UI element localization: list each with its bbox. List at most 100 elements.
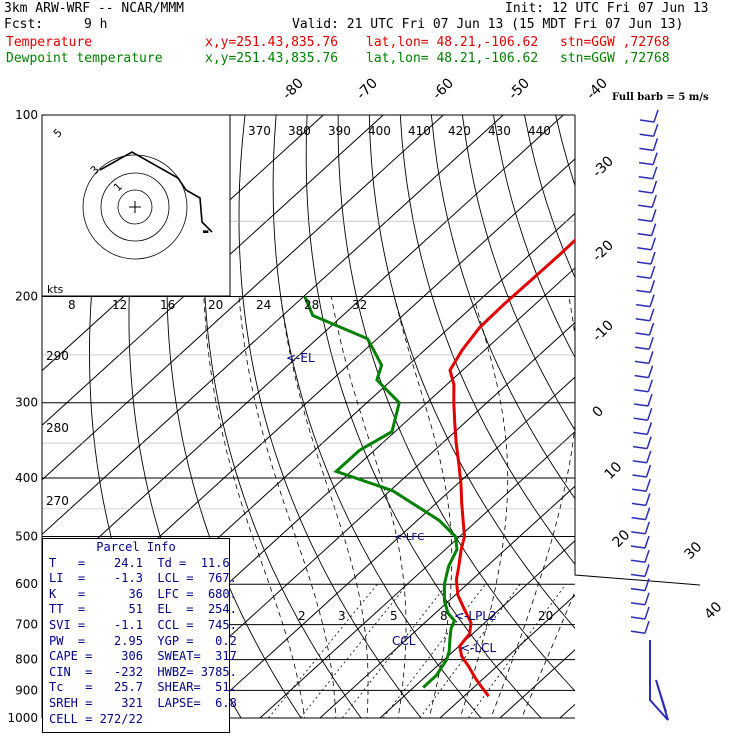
wind-barb-shaft <box>633 431 648 436</box>
theta-e-label: 430 <box>488 124 511 138</box>
moist-adiabat-line <box>490 296 575 718</box>
dry-adiabat-line <box>555 115 575 187</box>
wind-barb-shaft <box>634 374 649 379</box>
theta-side-label: 270 <box>46 494 69 508</box>
wind-barb-flag <box>644 535 650 549</box>
right-axis <box>574 115 701 586</box>
isotherm-label: -10 <box>590 317 617 344</box>
forecast-label: Fcst: <box>4 17 44 32</box>
wind-barb-shaft <box>631 502 647 507</box>
hodo-speed-label: 32 <box>352 298 367 312</box>
temperature-station: stn=GGW ,72768 <box>560 35 670 50</box>
el-marker: <-EL <box>286 351 315 365</box>
hodograph-ring <box>100 172 170 242</box>
wind-barb-shaft <box>633 417 648 421</box>
parcel-row: TT = 51 EL = 254. <box>49 602 237 617</box>
temperature-xy: x,y=251.43,835.76 <box>205 35 339 50</box>
wind-barb-flag <box>646 450 652 464</box>
dry-adiabat-line <box>305 115 542 718</box>
wind-barb-shaft <box>630 573 646 578</box>
theta-e-label: 390 <box>328 124 351 138</box>
dry-adiabat-line <box>680 115 740 731</box>
hodograph-trace <box>99 151 213 233</box>
theta-e-label: 370 <box>248 124 271 138</box>
wind-barb-flag <box>644 507 651 520</box>
wind-barb-shaft <box>638 161 654 166</box>
theta-e-label: 380 <box>288 124 311 138</box>
isotherm-line <box>42 115 504 536</box>
isotherm-line <box>199 376 575 718</box>
hodo-speed-label: 8 <box>68 298 76 312</box>
pressure-tick-label: 300 <box>15 396 38 410</box>
wind-barb-flag <box>645 493 651 506</box>
pressure-tick-label: 600 <box>15 577 38 591</box>
wind-barb-flag <box>644 549 650 563</box>
isotherm-label: 30 <box>682 539 706 563</box>
wind-barb-flag <box>649 294 655 307</box>
wind-barb-shaft <box>632 460 647 464</box>
valid-time: Valid: 21 UTC Fri 07 Jun 13 (15 MDT Fri … <box>292 17 684 32</box>
moist-adiabat-line <box>521 590 575 718</box>
isotherm-label: 40 <box>702 599 726 623</box>
isotherm-label: -50 <box>506 75 533 102</box>
wind-barb-shaft <box>631 516 646 521</box>
wind-barb-shaft <box>630 559 646 563</box>
mixing-ratio-label: 2 <box>298 609 306 623</box>
parcel-row: CIN = -232 HWBZ= 3785. <box>49 664 237 679</box>
wind-barb-shaft <box>639 133 654 137</box>
dry-adiabat-line <box>399 115 575 566</box>
wind-barb-shaft <box>638 204 653 208</box>
parcel-info-rows: T = 24.1 Td = 11.6 LI = -1.3 LCL = 767. … <box>43 556 237 728</box>
isotherm-line <box>259 430 575 718</box>
isotherm-label: -80 <box>280 75 307 102</box>
mixing-ratio-label: 8 <box>440 609 448 623</box>
wind-barb-flag <box>646 407 653 421</box>
dewpoint-legend: Dewpoint temperature <box>6 51 163 66</box>
moist-adiabat-line <box>330 296 407 718</box>
theta-e-label: 400 <box>368 124 391 138</box>
temperature-profile-line <box>448 238 575 698</box>
mixing-ratio-line <box>268 583 378 718</box>
hodo-kts-label: kts <box>47 283 64 296</box>
dry-adiabat-line <box>238 115 422 718</box>
model-title: 3km ARW-WRF -- NCAR/MMM <box>4 1 185 16</box>
wind-barb-flag <box>651 209 657 222</box>
theta-e-label: 420 <box>448 124 471 138</box>
wind-barb-shaft <box>636 261 652 265</box>
wind-barb-flag <box>650 237 657 251</box>
wind-barb-shaft <box>638 176 653 180</box>
wind-barb-shaft <box>635 346 650 350</box>
isotherm-label: -20 <box>590 237 617 264</box>
wind-barb-flag <box>644 606 650 620</box>
wind-barb-shaft <box>637 232 652 237</box>
forecast-hour: 9 h <box>84 17 108 32</box>
wind-barb-flag <box>649 308 655 322</box>
init-time: Init: 12 UTC Fri 07 Jun 13 <box>505 1 709 16</box>
lpl-marker: <-LPL2 <box>454 609 497 623</box>
wind-barb-flag <box>645 464 652 478</box>
moist-adiabat-line <box>280 296 369 718</box>
wind-barb-flag <box>653 109 659 123</box>
theta-side-label: 280 <box>46 421 69 435</box>
theta-e-label: 410 <box>408 124 431 138</box>
wind-barb-shaft <box>636 289 651 294</box>
parcel-row: LI = -1.3 LCL = 767. <box>49 571 237 586</box>
temperature-legend: Temperature <box>6 35 93 50</box>
wind-barb-flag <box>650 223 657 236</box>
isotherm-label: -70 <box>354 75 381 102</box>
dry-adiabat-line <box>203 115 362 718</box>
isotherm-line <box>319 485 575 718</box>
pressure-tick-label: 100 <box>15 108 38 122</box>
wind-barb-flag <box>647 379 654 393</box>
dry-adiabat-line <box>618 115 740 731</box>
lcl-marker: <-LCL <box>460 641 496 655</box>
wind-barb-shaft <box>636 275 651 279</box>
dewpoint-profile-line <box>303 295 459 689</box>
wind-barb-flag <box>647 393 653 407</box>
wind-barb-shaft <box>639 119 655 123</box>
moist-adiabat-line <box>238 296 337 718</box>
wind-barb-flag <box>644 620 650 634</box>
wind-barb-shaft <box>639 147 654 152</box>
isotherm-label: 10 <box>602 459 626 483</box>
